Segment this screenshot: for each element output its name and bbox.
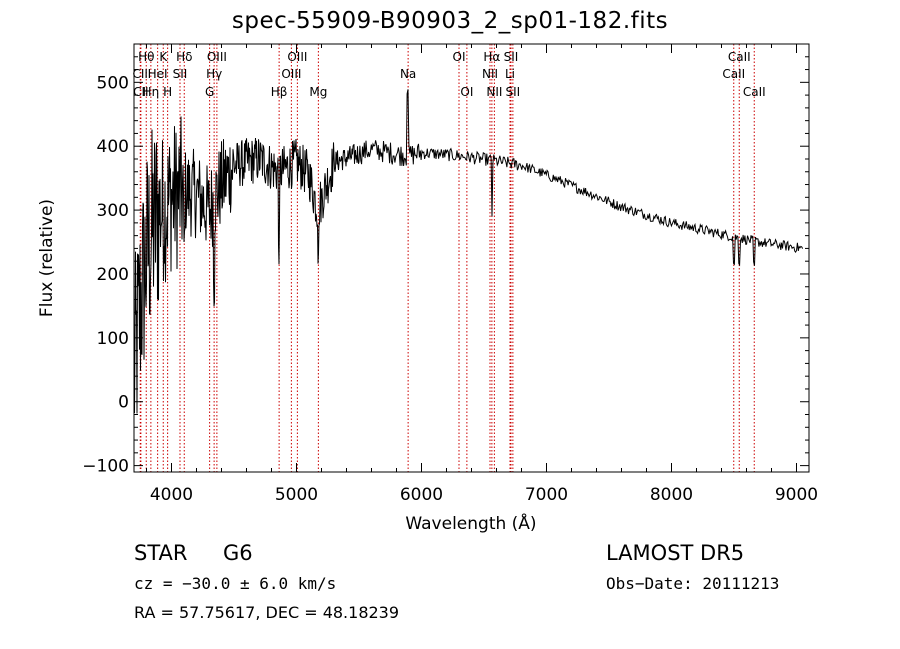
line-marker-label: Li [505, 67, 515, 81]
x-tick-label: 9000 [775, 485, 818, 505]
line-marker-label: CII [133, 67, 148, 81]
line-marker-label: K [159, 50, 168, 64]
line-marker-label: OI [460, 85, 473, 99]
line-marker-label: Hη [143, 85, 160, 99]
spectrum-line [133, 89, 804, 414]
y-tick-label: 500 [97, 73, 129, 93]
plot-frame [133, 43, 810, 473]
y-tick-label: 0 [118, 393, 129, 413]
line-marker-label: NII [486, 85, 502, 99]
line-marker-label: Hγ [206, 67, 222, 81]
line-marker-label: H [163, 85, 172, 99]
line-marker-label: Hβ [271, 85, 288, 99]
line-marker-label: SII [504, 50, 519, 64]
chart-axes: 4000 5000 6000 7000 8000 9000 −100 0 100 200 300 40… [82, 43, 818, 505]
redshift-velocity: cz = −30.0 ± 6.0 km/s [134, 574, 337, 593]
line-marker-label: HeI [148, 67, 168, 81]
x-tick-label: 5000 [275, 485, 318, 505]
line-marker-label: OI [453, 50, 466, 64]
spectrum-series [133, 89, 804, 414]
y-tick-label: −100 [82, 457, 129, 477]
line-marker-label: NII [482, 67, 498, 81]
line-marker-label: Na [400, 67, 416, 81]
line-marker-label: OIII [281, 67, 301, 81]
line-marker-label: SII [506, 85, 521, 99]
line-marker-label: Hθ [138, 50, 154, 64]
y-tick-label: 200 [97, 265, 129, 285]
y-tick-label: 400 [97, 137, 129, 157]
line-marker-label: OIII [207, 50, 227, 64]
x-axis-label: Wavelength (Å) [405, 512, 536, 534]
line-marker-label: CaII [722, 67, 745, 81]
line-marker-label: SII [173, 67, 188, 81]
x-tick-label: 7000 [525, 485, 568, 505]
survey-name: LAMOST DR5 [606, 541, 745, 565]
y-axis-label: Flux (relative) [37, 199, 57, 317]
line-marker-label: Hα [483, 50, 500, 64]
line-marker-label: CaII [728, 50, 751, 64]
spectral-line-markers [139, 44, 755, 472]
x-tick-label: 8000 [650, 485, 693, 505]
observation-date: Obs−Date: 20111213 [606, 574, 780, 593]
chart-title: spec-55909-B90903_2_sp01-182.fits [231, 8, 669, 34]
y-tick-label: 300 [97, 201, 129, 221]
x-tick-label: 4000 [150, 485, 193, 505]
object-subclass: G6 [223, 541, 253, 565]
line-marker-label: Hδ [176, 50, 192, 64]
sky-coordinates: RA = 57.75617, DEC = 48.18239 [134, 603, 400, 622]
line-marker-label: CaII [743, 85, 766, 99]
line-marker-label: G [205, 85, 214, 99]
object-class: STAR [134, 541, 188, 565]
line-marker-label: Mg [309, 85, 327, 99]
y-tick-label: 100 [97, 329, 129, 349]
x-tick-label: 6000 [400, 485, 443, 505]
line-marker-label: OIII [287, 50, 307, 64]
